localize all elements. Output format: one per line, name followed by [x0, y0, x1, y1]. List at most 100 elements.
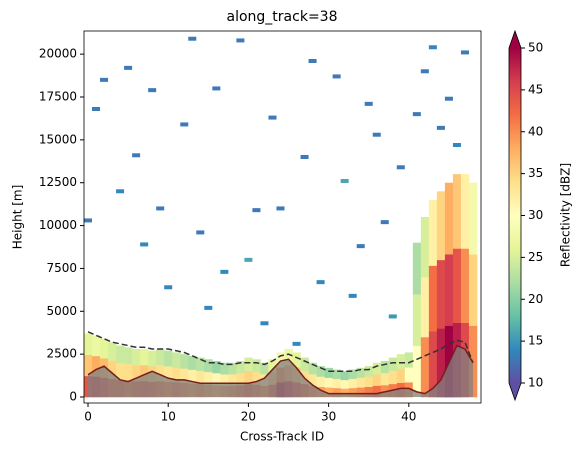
reflectivity-cell — [436, 191, 446, 261]
reflectivity-cell — [196, 370, 205, 385]
reflectivity-cell — [364, 366, 374, 377]
reflectivity-cell — [372, 374, 382, 386]
reflectivity-cell — [228, 362, 237, 375]
colorbar-extend-max — [509, 31, 521, 48]
reflectivity-cell — [348, 387, 357, 398]
reflectivity-speckle — [196, 230, 205, 235]
reflectivity-speckle — [300, 155, 309, 159]
reflectivity-cell — [364, 386, 374, 398]
colorbar — [509, 48, 521, 383]
reflectivity-cell — [132, 349, 141, 366]
reflectivity-speckle — [316, 280, 325, 285]
y-tick-label: 17500 — [39, 90, 77, 104]
colorbar-tick-label: 45 — [528, 82, 543, 96]
reflectivity-cell — [372, 385, 382, 398]
colorbar-extend-min — [509, 383, 521, 400]
reflectivity-cell — [356, 367, 366, 378]
reflectivity-cell — [180, 368, 189, 384]
reflectivity-cell — [172, 352, 181, 368]
reflectivity-cell — [452, 174, 462, 249]
y-tick-label: 12500 — [39, 175, 77, 189]
reflectivity-cell — [116, 345, 125, 364]
reflectivity-cell — [332, 369, 341, 380]
reflectivity-cell — [412, 294, 422, 346]
reflectivity-cell — [444, 254, 454, 326]
reflectivity-cell — [356, 387, 366, 398]
reflectivity-cell — [92, 335, 101, 357]
reflectivity-cell — [380, 361, 390, 374]
colorbar-tick-label: 10 — [528, 376, 543, 390]
reflectivity-speckle — [372, 132, 381, 137]
reflectivity-speckle — [268, 115, 277, 120]
reflectivity-speckle — [212, 86, 221, 91]
reflectivity-cell — [220, 362, 229, 375]
reflectivity-cell — [420, 337, 430, 398]
reflectivity-cell — [324, 387, 333, 398]
reflectivity-cell — [356, 377, 366, 388]
colorbar-label: Reflectivity [dBZ] — [559, 163, 573, 267]
reflectivity-speckle — [252, 208, 261, 213]
reflectivity-speckle — [444, 96, 453, 101]
colorbar-tick-label: 40 — [528, 124, 543, 138]
reflectivity-cell — [316, 376, 325, 388]
reflectivity-cell — [172, 367, 181, 383]
plot-frame — [83, 30, 482, 404]
reflectivity-speckle — [132, 153, 141, 158]
reflectivity-cell — [116, 362, 125, 381]
reflectivity-cell — [460, 174, 470, 249]
reflectivity-speckle — [116, 189, 125, 194]
reflectivity-cell — [204, 371, 213, 385]
x-tick-label: 10 — [161, 410, 176, 424]
reflectivity-cell — [196, 357, 205, 372]
reflectivity-cell — [212, 361, 221, 374]
reflectivity-speckle — [436, 125, 445, 130]
reflectivity-cell — [348, 369, 357, 380]
reflectivity-speckle — [244, 257, 253, 262]
y-tick-label: 15000 — [39, 132, 77, 146]
reflectivity-cell — [316, 366, 325, 377]
reflectivity-speckle — [356, 244, 365, 249]
reflectivity-cell — [164, 366, 173, 382]
y-tick-label: 20000 — [39, 47, 77, 61]
reflectivity-cell — [292, 352, 301, 368]
reflectivity-speckle — [308, 59, 317, 63]
chart-title: along_track=38 — [227, 9, 338, 25]
reflectivity-speckle — [452, 143, 461, 147]
shaded-area — [88, 345, 473, 397]
reflectivity-cell — [428, 265, 438, 332]
reflectivity-cell — [308, 374, 317, 386]
reflectivity-cell — [460, 248, 470, 324]
reflectivity-cell — [156, 365, 165, 382]
reflectivity-cell — [252, 359, 261, 373]
colorbar-tick-label: 20 — [528, 292, 543, 306]
reflectivity-cell — [236, 373, 245, 386]
reflectivity-cell — [372, 362, 382, 375]
reflectivity-cell — [468, 182, 478, 255]
y-tick-label: 0 — [69, 390, 77, 404]
reflectivity-cell — [108, 360, 117, 380]
reflectivity-cell — [140, 349, 149, 366]
reflectivity-speckle — [156, 206, 165, 211]
area-edge — [87, 344, 474, 395]
reflectivity-cell — [420, 217, 430, 278]
reflectivity-cell — [276, 352, 285, 368]
reflectivity-cell — [324, 367, 333, 378]
reflectivity-cell — [436, 259, 446, 329]
reflectivity-cell — [188, 369, 197, 384]
reflectivity-cell — [108, 342, 117, 361]
reflectivity-cell — [364, 376, 374, 388]
reflectivity-cell — [92, 355, 101, 377]
reflectivity-speckle — [340, 179, 349, 183]
reflectivity-speckle — [100, 77, 109, 82]
reflectivity-cell — [340, 371, 349, 381]
reflectivity-speckle — [428, 45, 437, 50]
reflectivity-speckle — [140, 242, 149, 247]
reflectivity-cell — [252, 371, 261, 385]
reflectivity-speckle — [148, 88, 157, 93]
reflectivity-cell — [244, 357, 253, 372]
reflectivity-cell — [452, 248, 462, 324]
y-tick-label: 5000 — [46, 304, 77, 318]
reflectivity-cell — [268, 359, 277, 373]
reflectivity-cell — [332, 378, 341, 389]
